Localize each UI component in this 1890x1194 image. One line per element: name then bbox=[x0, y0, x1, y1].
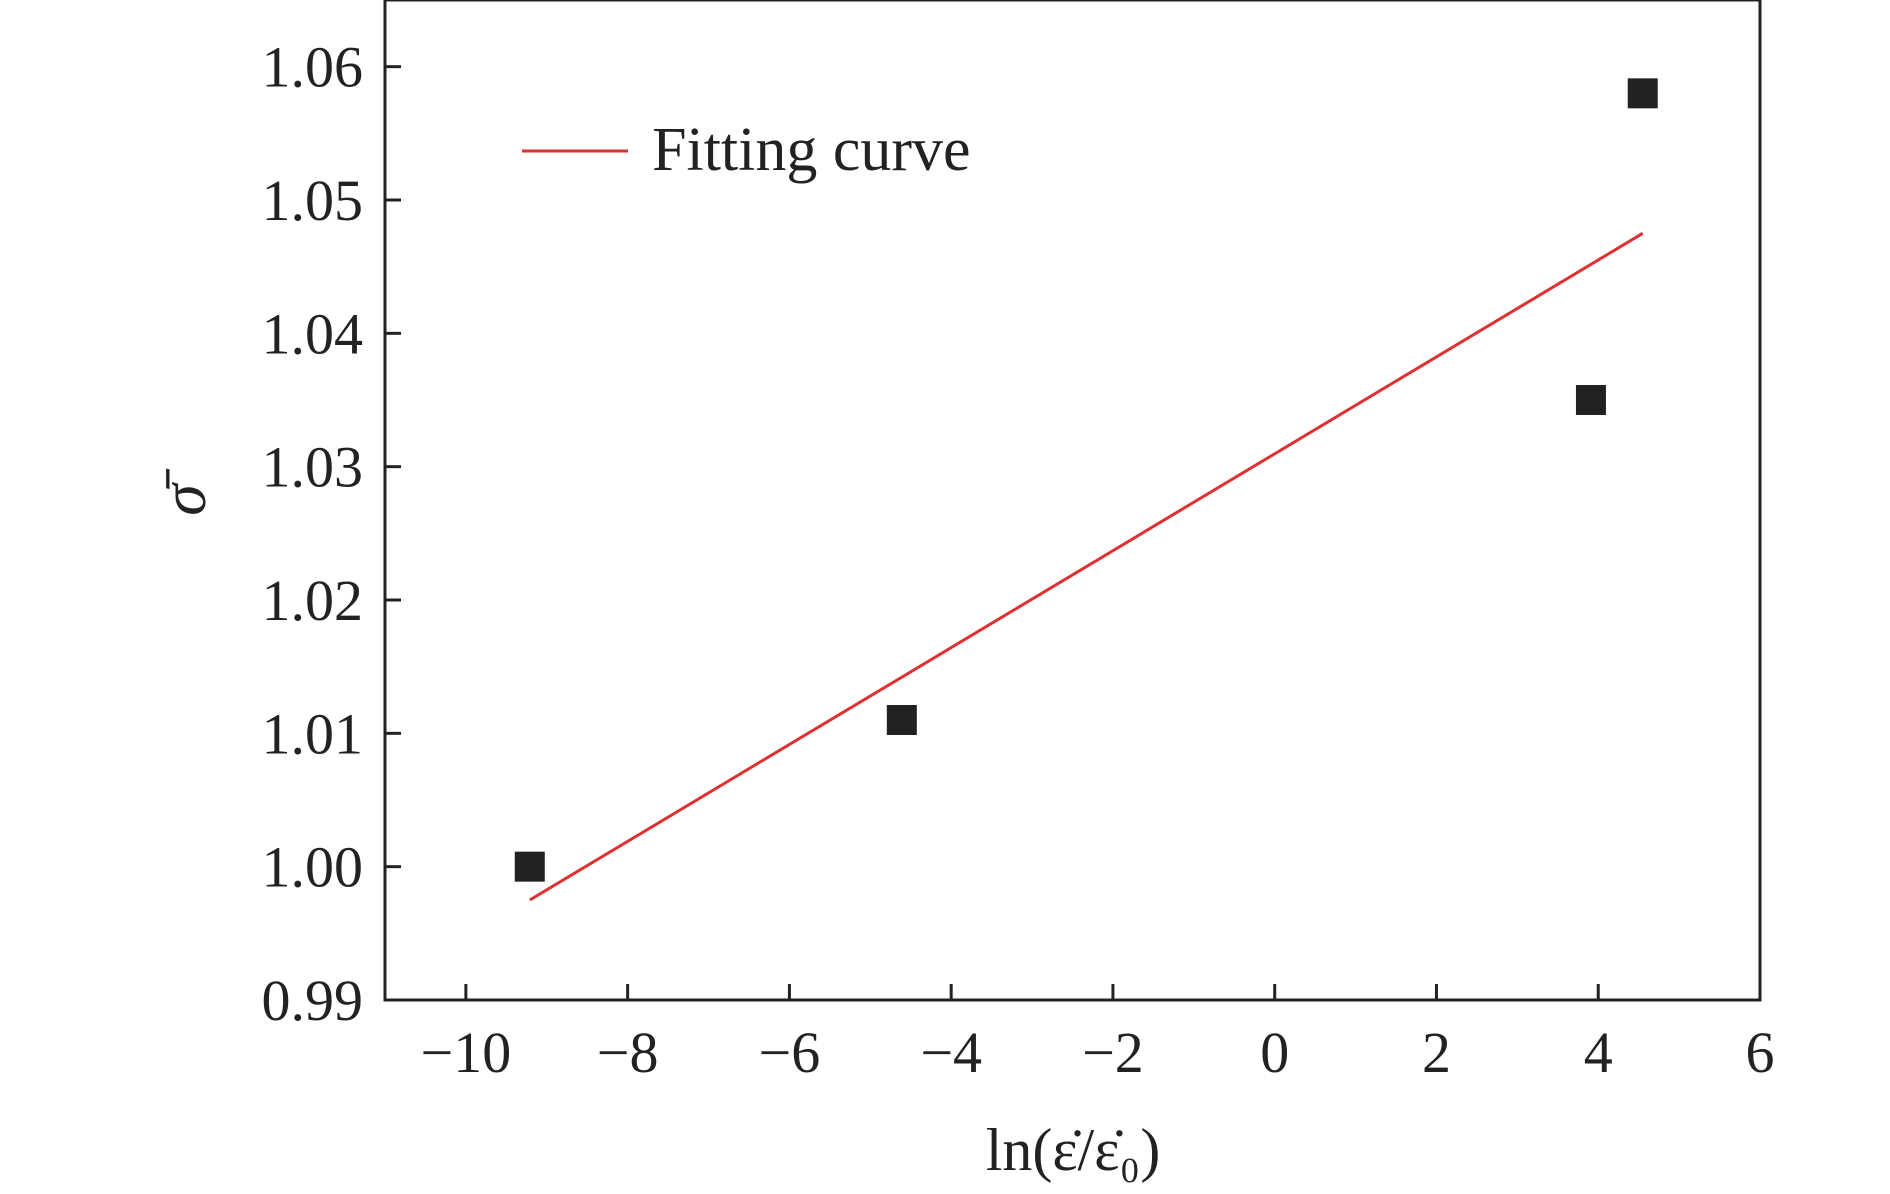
x-tick-label: −2 bbox=[1082, 1020, 1144, 1085]
data-point-square bbox=[1575, 385, 1606, 415]
legend-label: Fitting curve bbox=[652, 116, 971, 184]
y-tick-label: 1.03 bbox=[262, 435, 364, 500]
y-tick-label: 1.06 bbox=[262, 35, 364, 100]
x-tick-label: 2 bbox=[1422, 1020, 1451, 1085]
fitting-curve-line bbox=[529, 232, 1644, 902]
legend: Fitting curve bbox=[522, 116, 971, 184]
y-tick-label: 0.99 bbox=[262, 968, 364, 1033]
y-tick-label: 1.01 bbox=[262, 701, 364, 766]
x-tick-label: −10 bbox=[421, 1020, 512, 1085]
x-tick-label: 4 bbox=[1584, 1020, 1613, 1085]
y-tick-label: 1.04 bbox=[262, 301, 364, 366]
data-point-square bbox=[886, 705, 917, 735]
x-tick-label: −8 bbox=[597, 1020, 659, 1085]
y-axis-ticks: 0.99 1.00 1.01 1.02 1.03 1.04 1.05 1.06 bbox=[262, 35, 401, 1033]
x-axis-label: ln(ε̇/ε̇₀) bbox=[986, 1117, 1161, 1183]
y-tick-label: 1.05 bbox=[262, 168, 364, 233]
x-tick-label: 0 bbox=[1260, 1020, 1289, 1085]
y-axis-label: σ̄ bbox=[148, 468, 219, 516]
x-tick-label: −6 bbox=[759, 1020, 821, 1085]
x-axis-ticks: −10 −8 −6 −4 −2 0 2 4 6 bbox=[421, 984, 1775, 1085]
x-tick-label: 6 bbox=[1746, 1020, 1775, 1085]
y-tick-label: 1.00 bbox=[262, 835, 364, 900]
plot-frame bbox=[383, 0, 1762, 1002]
data-point-square bbox=[514, 851, 545, 882]
scatter-points-layer bbox=[514, 78, 1658, 882]
x-tick-label: −4 bbox=[920, 1020, 982, 1085]
data-point-square bbox=[1627, 78, 1658, 109]
y-tick-label: 1.02 bbox=[262, 568, 364, 633]
fit-line-layer bbox=[529, 232, 1644, 902]
